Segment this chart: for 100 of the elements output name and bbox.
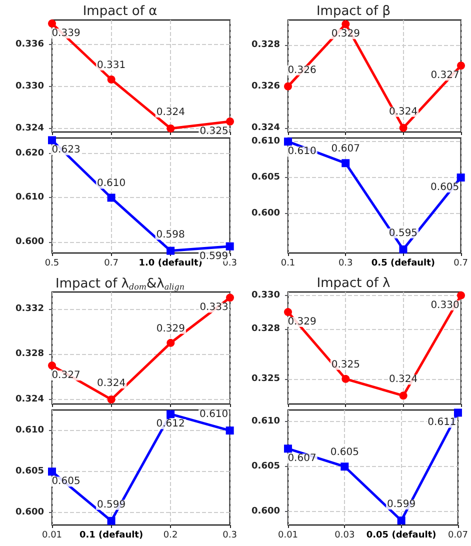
data-label: 0.325	[200, 126, 228, 137]
chart-title: Impact of λdom&λalign	[56, 276, 184, 292]
data-label: 0.331	[97, 60, 126, 71]
data-label: 0.329	[156, 323, 185, 334]
y-tick-label: 0.330	[16, 82, 44, 92]
y-tick-label: 0.325	[252, 374, 280, 384]
data-label: 0.610	[200, 409, 228, 420]
y-tick-label: 0.600	[252, 506, 280, 517]
point	[48, 468, 56, 476]
x-tick-label: 0.03	[334, 530, 355, 540]
y-tick-label: 0.605	[252, 172, 280, 183]
data-label: 0.598	[156, 229, 185, 240]
data-label: 0.324	[97, 378, 126, 389]
chart-title: Impact of λ	[316, 276, 391, 291]
point	[284, 138, 292, 146]
point	[48, 362, 56, 370]
point	[342, 374, 350, 383]
x-tick-label: 0.01	[278, 530, 298, 540]
y-tick-label: 0.328	[252, 324, 280, 334]
data-label: 0.325	[331, 359, 360, 370]
point	[166, 124, 175, 132]
x-tick-label: 1.0 (default)	[138, 258, 202, 268]
y-tick-label: 0.620	[16, 148, 44, 158]
data-label: 0.605	[330, 447, 359, 458]
point	[226, 118, 234, 126]
point	[399, 124, 408, 132]
data-label: 0.324	[156, 107, 185, 118]
y-tick-label: 0.600	[16, 236, 44, 247]
point	[48, 20, 56, 28]
data-label: 0.333	[200, 302, 228, 314]
data-label: 0.324	[389, 374, 418, 386]
data-label: 0.327	[52, 370, 80, 382]
x-tick-label: 0.07	[448, 530, 468, 540]
y-tick-label: 0.610	[16, 426, 44, 436]
x-tick-label: 0.5 (default)	[371, 258, 436, 268]
data-label: 0.607	[288, 453, 316, 464]
x-tick-label: 0.1 (default)	[79, 530, 144, 540]
point	[397, 516, 406, 525]
data-label: 0.611	[428, 417, 456, 428]
point	[456, 174, 465, 182]
x-tick-label: 0.1	[280, 258, 296, 268]
data-label: 0.330	[430, 300, 460, 311]
data-label: 0.595	[388, 228, 418, 239]
x-tick-label: 0.3	[222, 530, 238, 540]
data-label: 0.599	[96, 499, 126, 510]
y-tick-label: 0.328	[16, 349, 44, 360]
data-label: 0.610	[96, 178, 126, 190]
data-label: 0.612	[156, 418, 185, 430]
point	[226, 426, 234, 435]
data-label: 0.605	[52, 476, 80, 488]
y-tick-label: 0.330	[252, 290, 280, 300]
point	[284, 82, 292, 90]
x-tick-label: 0.7	[104, 258, 118, 268]
point	[454, 408, 462, 417]
data-label: 0.339	[52, 28, 80, 39]
y-tick-label: 0.605	[16, 466, 44, 477]
x-tick-label: 0.3	[338, 258, 353, 268]
x-tick-label: 0.2	[163, 530, 178, 540]
y-tick-label: 0.600	[252, 208, 280, 218]
y-tick-label: 0.600	[16, 508, 44, 518]
point	[340, 462, 349, 471]
chart-title: Impact of α	[82, 4, 158, 19]
data-label: 0.326	[288, 64, 316, 76]
y-tick-label: 0.332	[16, 304, 44, 314]
x-tick-label: 0.01	[42, 530, 62, 540]
data-label: 0.599	[200, 250, 228, 262]
point	[107, 76, 116, 84]
point	[166, 246, 175, 255]
point	[166, 410, 175, 418]
point	[399, 245, 408, 254]
data-label: 0.599	[387, 499, 416, 510]
data-label: 0.607	[331, 144, 360, 155]
data-label: 0.327	[430, 70, 460, 82]
y-tick-label: 0.336	[16, 40, 44, 50]
point	[399, 392, 408, 400]
point	[284, 308, 292, 316]
x-tick-label: 0.5	[44, 258, 60, 268]
y-tick-label: 0.610	[252, 416, 280, 427]
point	[284, 444, 292, 453]
y-tick-label: 0.326	[252, 81, 280, 92]
y-tick-label: 0.328	[252, 40, 280, 50]
point	[342, 20, 350, 28]
chart-title: Impact of β	[316, 4, 391, 19]
data-label: 0.329	[331, 28, 360, 40]
y-tick-label: 0.610	[16, 192, 44, 203]
point	[107, 194, 116, 202]
point	[457, 62, 465, 70]
data-label: 0.610	[288, 146, 316, 158]
data-label: 0.605	[430, 182, 460, 194]
y-tick-label: 0.605	[252, 462, 280, 472]
y-tick-label: 0.324	[252, 122, 280, 133]
y-tick-label: 0.610	[252, 136, 280, 147]
point	[226, 242, 234, 250]
point	[342, 159, 350, 168]
point	[226, 294, 234, 302]
y-tick-label: 0.324	[16, 124, 44, 134]
point	[166, 338, 175, 347]
data-label: 0.329	[288, 316, 316, 328]
data-label: 0.623	[52, 144, 80, 156]
point	[107, 516, 116, 525]
